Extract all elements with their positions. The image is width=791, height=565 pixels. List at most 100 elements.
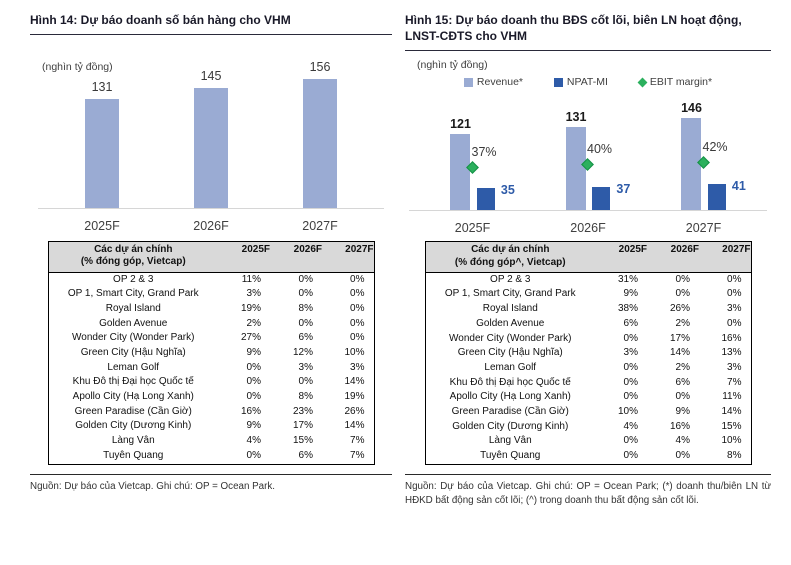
project-name-cell: Wonder City (Wonder Park) xyxy=(72,332,195,344)
contribution-value-cell: 0% xyxy=(675,288,690,300)
contribution-value-cell: 7% xyxy=(727,376,742,388)
project-name-cell: Apollo City (Hạ Long Xanh) xyxy=(72,391,194,403)
legend-label: EBIT margin* xyxy=(649,76,713,89)
contribution-value-cell: 0% xyxy=(246,376,261,388)
contribution-value-cell: 0% xyxy=(727,288,742,300)
legend-label: NPAT-MI xyxy=(566,76,608,89)
contribution-value-cell: 13% xyxy=(721,347,742,359)
contribution-value-cell: 11% xyxy=(722,391,742,403)
table-row: Làng Vân 4% 15% 7% xyxy=(48,434,374,449)
table-row: Green Paradise (Cần Giờ) 10% 9% 14% xyxy=(425,405,751,420)
figure-14-x-axis: 2025F 2026F 2027F xyxy=(38,219,384,233)
year-header-2027f: 2027F xyxy=(699,241,751,273)
contribution-value-cell: 38% xyxy=(617,303,638,315)
contribution-value-cell: 16% xyxy=(669,420,690,432)
chart-group: 121 35 37% xyxy=(421,78,525,211)
revenue-column: 146 xyxy=(681,101,702,211)
chart-group: 146 41 42% xyxy=(652,78,756,211)
bar-group: 156 xyxy=(275,60,365,209)
year-header-2026f: 2026F xyxy=(270,241,322,273)
table-row: Golden Avenue 2% 0% 0% xyxy=(48,317,374,332)
figure-14-projects-table: Các dự án chính (% đóng góp, Vietcap) 20… xyxy=(47,241,375,465)
table-row: Khu Đô thị Đại học Quốc tế 0% 0% 14% xyxy=(48,375,374,390)
npat-mi-bar: 37 xyxy=(592,182,630,211)
figure-15-source-note: Nguồn: Dự báo của Vietcap. Ghi chú: OP =… xyxy=(405,480,771,506)
contribution-value-cell: 9% xyxy=(675,405,690,417)
table-row: Green City (Hậu Nghĩa) 9% 12% 10% xyxy=(48,346,374,361)
contribution-value-cell: 0% xyxy=(623,391,638,403)
contribution-value-cell: 0% xyxy=(298,376,313,388)
contribution-value-cell: 14% xyxy=(669,347,690,359)
table-row: Apollo City (Hạ Long Xanh) 0% 0% 11% xyxy=(425,390,751,405)
x-axis-label: 2025F xyxy=(454,221,491,236)
contribution-value-cell: 14% xyxy=(344,420,365,432)
project-name-cell: Golden Avenue xyxy=(99,317,168,329)
project-name-cell: Leman Golf xyxy=(484,361,537,373)
contribution-value-cell: 4% xyxy=(675,435,690,447)
table-row: Golden Avenue 6% 2% 0% xyxy=(425,317,751,332)
projects-header-line1: Các dự án chính xyxy=(471,244,550,256)
contribution-value-cell: 0% xyxy=(675,450,690,461)
x-axis-label: 2025F xyxy=(84,219,120,234)
figure-15-unit-label: (nghìn tỷ đồng) xyxy=(417,59,488,72)
year-header-2026f: 2026F xyxy=(647,241,699,273)
contribution-value-cell: 4% xyxy=(623,420,638,432)
bar-group: 145 xyxy=(166,69,256,209)
contribution-value-cell: 0% xyxy=(246,391,261,403)
contribution-value-cell: 3% xyxy=(350,361,365,373)
projects-header-cell: Các dự án chính (% đóng góp, Vietcap) xyxy=(48,241,218,273)
legend-label: Revenue* xyxy=(476,76,524,89)
project-name-cell: Royal Island xyxy=(105,302,161,314)
contribution-value-cell: 19% xyxy=(344,391,365,403)
npat-mi-value-label: 41 xyxy=(731,179,746,194)
contribution-value-cell: 6% xyxy=(623,317,638,329)
year-header-2025f: 2025F xyxy=(218,241,270,273)
contribution-value-cell: 14% xyxy=(721,405,742,417)
contribution-value-cell: 19% xyxy=(240,302,261,314)
table-row: Golden City (Dương Kinh) 4% 16% 15% xyxy=(425,420,751,435)
contribution-value-cell: 3% xyxy=(727,303,742,315)
revenue-value-label: 146 xyxy=(681,101,702,116)
contribution-value-cell: 12% xyxy=(292,347,313,358)
contribution-value-cell: 17% xyxy=(669,332,690,344)
contribution-value-cell: 0% xyxy=(623,450,638,461)
figure-15-panel: Hình 15: Dự báo doanh thu BĐS cốt lõi, b… xyxy=(405,12,771,508)
contribution-value-cell: 14% xyxy=(344,376,365,388)
projects-header-line1: Các dự án chính xyxy=(94,244,173,256)
projects-header-line2: (% đóng góp, Vietcap) xyxy=(80,256,186,268)
contribution-value-cell: 0% xyxy=(298,288,313,300)
table-header-row: Các dự án chính (% đóng góp^, Vietcap) 2… xyxy=(425,241,751,273)
contribution-value-cell: 27% xyxy=(240,332,261,344)
table-row: OP 2 & 3 11% 0% 0% xyxy=(48,272,374,287)
contribution-value-cell: 0% xyxy=(623,435,638,447)
project-name-cell: Khu Đô thị Đại học Quốc tế xyxy=(72,376,194,388)
project-name-cell: Wonder City (Wonder Park) xyxy=(449,332,572,344)
project-name-cell: Apollo City (Hạ Long Xanh) xyxy=(449,391,571,403)
table-row: Khu Đô thị Đại học Quốc tế 0% 6% 7% xyxy=(425,376,751,391)
x-axis-label: 2026F xyxy=(193,219,229,234)
contribution-value-cell: 15% xyxy=(292,435,313,447)
project-name-cell: Làng Vân xyxy=(488,435,532,447)
project-name-cell: Green Paradise (Cần Giờ) xyxy=(451,405,569,417)
table-row: Leman Golf 0% 2% 3% xyxy=(425,361,751,376)
contribution-value-cell: 3% xyxy=(246,288,261,300)
source-divider xyxy=(30,473,392,475)
contribution-value-cell: 2% xyxy=(675,317,690,329)
table-row: Royal Island 38% 26% 3% xyxy=(425,302,751,317)
contribution-value-cell: 9% xyxy=(246,347,261,358)
ebit-margin-value-label: 37% xyxy=(471,145,497,160)
legend-item: Revenue* xyxy=(463,76,524,89)
year-header-2025f: 2025F xyxy=(595,241,647,273)
contribution-value-cell: 8% xyxy=(727,450,742,461)
legend-item: EBIT margin* xyxy=(637,76,713,89)
contribution-value-cell: 0% xyxy=(246,361,261,373)
contribution-value-cell: 2% xyxy=(675,361,690,373)
year-header-2027f: 2027F xyxy=(322,241,374,273)
bar-value-label: 131 xyxy=(91,80,113,95)
project-name-cell: OP 2 & 3 xyxy=(490,273,531,285)
square-marker-icon xyxy=(553,77,563,87)
npat-mi-bar: 41 xyxy=(707,179,746,211)
legend-item: NPAT-MI xyxy=(553,76,608,89)
contribution-value-cell: 0% xyxy=(350,332,365,344)
figure-14-unit-label: (nghìn tỷ đồng) xyxy=(42,61,113,74)
